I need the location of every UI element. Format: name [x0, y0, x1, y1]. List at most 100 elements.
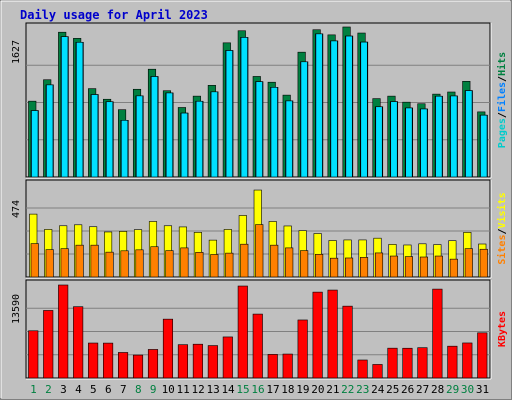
legend-part-: /	[497, 228, 508, 234]
bar-sites	[330, 257, 339, 278]
bar-pages	[300, 61, 308, 178]
bar-kbytes	[43, 310, 54, 379]
bar-sites	[434, 255, 443, 278]
bar-kbytes	[103, 342, 114, 379]
bar-sites	[255, 224, 264, 278]
bar-pages	[91, 94, 99, 178]
day-label: 21	[326, 383, 339, 396]
bar-sites	[300, 250, 309, 278]
day-label: 26	[401, 383, 414, 396]
bar-kbytes	[447, 345, 458, 379]
day-label: 2	[45, 383, 52, 396]
bar-pages	[435, 95, 443, 178]
bar-pages	[270, 87, 278, 178]
bar-sites	[449, 258, 458, 278]
bar-kbytes	[372, 364, 383, 379]
bar-pages	[360, 41, 368, 178]
bar-sites	[75, 244, 84, 278]
day-label: 28	[431, 383, 444, 396]
bar-sites	[270, 244, 279, 278]
day-label: 4	[75, 383, 82, 396]
day-label: 12	[192, 383, 205, 396]
bar-kbytes	[28, 330, 39, 379]
bar-sites	[345, 257, 354, 278]
bar-sites	[374, 252, 384, 278]
bar-pages	[375, 106, 383, 178]
bar-kbytes	[252, 313, 263, 379]
bar-sites	[165, 250, 174, 278]
chart-title: Daily usage for April 2023	[20, 8, 208, 22]
bar-sites	[240, 243, 249, 278]
legend-part-: /	[497, 76, 508, 82]
bar-kbytes	[73, 306, 84, 379]
legend-part-visits: Visits	[496, 192, 508, 228]
day-label: 18	[281, 383, 294, 396]
legend-label-kbytes: KBytes	[497, 311, 508, 347]
legend-part-hits: Hits	[496, 52, 508, 76]
bar-pages	[61, 36, 69, 178]
day-label: 31	[476, 383, 489, 396]
bar-kbytes	[222, 336, 233, 379]
bar-kbytes	[357, 359, 368, 379]
bar-kbytes	[207, 345, 218, 379]
panel-kbytes: 13590 KBytes	[11, 279, 508, 380]
bar-sites	[359, 257, 369, 278]
bar-pages	[165, 92, 174, 178]
bar-kbytes	[118, 352, 129, 379]
day-label: 1	[30, 383, 37, 396]
bar-sites	[419, 256, 428, 278]
bar-sites	[135, 249, 144, 278]
bar-pages	[480, 114, 488, 178]
bar-kbytes	[237, 285, 248, 379]
bar-kbytes	[477, 332, 488, 379]
bar-pages	[180, 112, 188, 178]
bar-pages	[330, 40, 338, 178]
legend-label-pages_files_hits: Pages/Files/Hits	[496, 52, 508, 148]
bar-pages	[31, 110, 39, 178]
day-label: 25	[386, 383, 399, 396]
bar-kbytes	[312, 291, 323, 379]
bar-kbytes	[417, 347, 428, 379]
day-label: 3	[60, 383, 67, 396]
day-label: 15	[236, 383, 249, 396]
bar-pages	[195, 100, 203, 178]
day-label: 16	[251, 383, 264, 396]
day-label: 5	[90, 383, 97, 396]
day-label: 23	[356, 383, 369, 396]
legend-part-sites: Sites	[496, 235, 508, 265]
day-label: 17	[266, 383, 279, 396]
day-label: 10	[162, 383, 175, 396]
bar-sites	[315, 253, 324, 278]
bar-kbytes	[462, 342, 473, 379]
bar-sites	[120, 250, 129, 278]
bar-pages	[390, 101, 398, 178]
day-label: 7	[120, 383, 127, 396]
y-max-label-pages_files_hits: 1627	[11, 40, 22, 64]
bar-kbytes	[147, 349, 159, 379]
day-label: 19	[296, 383, 309, 396]
y-max-label-visits_sites: 474	[11, 200, 22, 218]
bar-sites	[60, 248, 69, 278]
day-label: 20	[311, 383, 324, 396]
bar-kbytes	[297, 319, 308, 379]
legend-part-kbytes: KBytes	[497, 311, 508, 347]
day-label: 27	[416, 383, 429, 396]
bar-pages	[46, 84, 54, 178]
bar-pages	[106, 101, 114, 178]
bar-pages	[210, 91, 218, 178]
legend-part-pages: Pages	[497, 118, 508, 148]
bar-kbytes	[282, 353, 293, 379]
panel-visits_sites: 474 Sites/Visits	[11, 179, 508, 279]
bar-sites	[464, 248, 473, 278]
day-label: 24	[371, 383, 385, 396]
day-label: 6	[105, 383, 112, 396]
day-label: 14	[221, 383, 235, 396]
bar-pages	[76, 41, 84, 178]
day-label: 11	[177, 383, 190, 396]
bar-kbytes	[342, 305, 353, 379]
bar-sites	[210, 254, 219, 278]
bar-kbytes	[387, 347, 398, 379]
bar-pages	[135, 95, 144, 178]
bar-sites	[30, 243, 39, 278]
